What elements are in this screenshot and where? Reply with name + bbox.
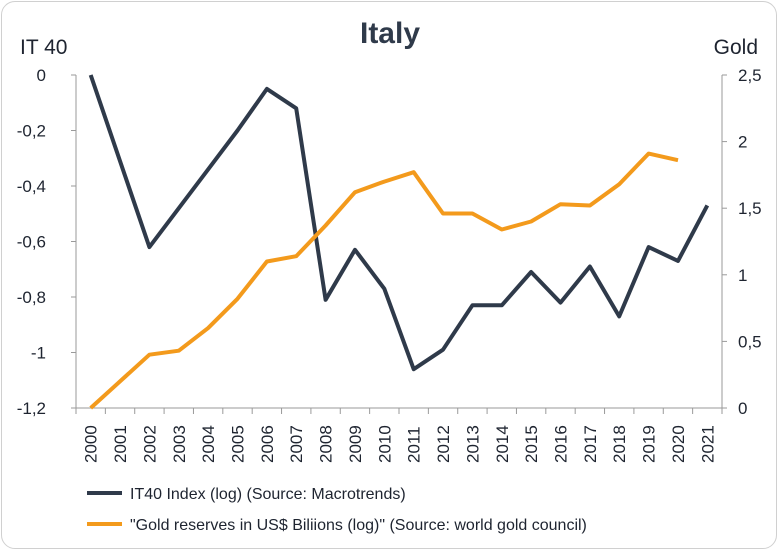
x-tick-label: 2016 [552,425,571,463]
right-axis-ticks: 2,5 2 1,5 1 0,5 0 [722,66,762,418]
x-tick-label: 2014 [493,425,512,463]
x-tick-label: 2009 [346,425,365,463]
x-tick-label: 2018 [610,425,629,463]
right-axis-title: Gold [714,36,758,59]
x-tick-label: 2004 [199,425,218,463]
x-tick-label: 2010 [375,425,394,463]
x-tick-label: 2020 [669,425,688,463]
x-tick-label: 2017 [581,425,600,463]
legend-label-it40: IT40 Index (log) (Source: Macrotrends) [130,486,406,503]
it40-series-line [88,74,710,372]
x-tick-label: 2013 [463,425,482,463]
x-tick-label: 2002 [140,425,159,463]
right-tick-label: 0 [738,399,747,418]
chart-title: Italy [360,17,420,50]
right-tick-label: 2,5 [738,66,762,85]
left-tick-label: -0,2 [17,122,46,141]
left-axis-title: IT 40 [20,36,67,59]
x-tick-label: 2019 [640,425,659,463]
x-axis-ticks: 2000 2001 2002 2003 2004 2005 2006 2007 2008 2009… [75,408,723,463]
left-tick-label: -1 [31,344,46,363]
left-tick-label: -1,2 [17,399,46,418]
x-tick-label: 2007 [287,425,306,463]
left-tick-label: 0 [37,66,46,85]
right-tick-label: 0,5 [738,332,762,351]
x-tick-label: 2012 [434,425,453,463]
left-axis-ticks: 0 -0,2 -0,4 -0,6 -0,8 -1 -1,2 [17,66,76,418]
legend: IT40 Index (log) (Source: Macrotrends) "… [87,486,587,534]
x-tick-label: 2011 [405,426,424,463]
series-lines [88,74,710,410]
gold-series-line [89,151,679,410]
right-tick-label: 1,5 [738,199,762,218]
x-tick-label: 2015 [522,425,541,463]
left-tick-label: -0,8 [17,288,46,307]
x-tick-label: 2008 [317,425,336,463]
x-tick-label: 2000 [82,425,101,463]
right-tick-label: 2 [738,133,747,152]
legend-label-gold: "Gold reserves in US$ Biliions (log)" (S… [130,517,587,534]
x-tick-label: 2006 [258,425,277,463]
x-tick-label: 2001 [111,425,130,463]
x-tick-label: 2003 [170,425,189,463]
left-tick-label: -0,4 [17,177,46,196]
left-tick-label: -0,6 [17,233,46,252]
x-tick-label: 2005 [229,425,248,463]
right-tick-label: 1 [738,266,747,285]
x-tick-label: 2021 [698,425,717,463]
